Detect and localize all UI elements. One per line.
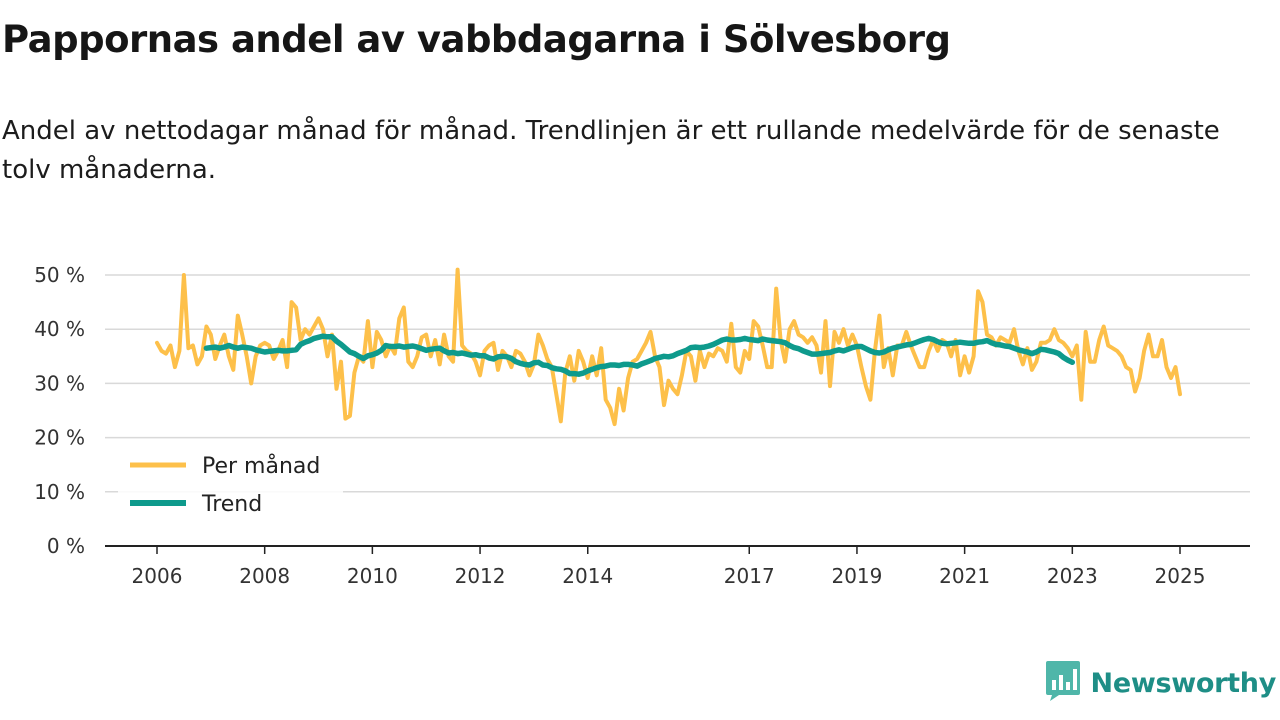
x-tick-label-2019: 2019 [831,564,882,588]
y-tick-label-30: 30 % [34,371,85,395]
x-tick-label-2017: 2017 [724,564,775,588]
brand-name: Newsworthy [1090,667,1277,699]
x-tick-label-2025: 2025 [1155,564,1206,588]
y-tick-label-0: 0 % [47,534,85,558]
gridlines [105,274,1250,493]
series-line-trend [203,333,1076,377]
legend-label-monthly: Per månad [202,453,320,479]
x-axis: 2006 2008 2010 2012 2014 2017 2019 2021 2023 2025 [105,545,1250,588]
x-tick-label-2006: 2006 [132,564,183,588]
x-tick-label-2021: 2021 [939,564,990,588]
chart-title: Pappornas andel av vabbdagarna i Sölvesb… [2,18,951,61]
y-tick-label-20: 20 % [34,426,85,450]
x-tick-label-2010: 2010 [347,564,398,588]
y-tick-label-10: 10 % [34,480,85,504]
series-line-per-manad [155,267,1182,427]
x-tick-label-2014: 2014 [562,564,613,588]
legend: Per månad Trend [118,448,343,526]
x-tick-label-2012: 2012 [455,564,506,588]
newsworthy-logo-icon [1045,660,1081,706]
brand-footer: Newsworthy [1045,660,1276,706]
legend-background [118,448,343,526]
chart-subtitle: Andel av nettodagar månad för månad. Tre… [2,116,1220,185]
y-tick-label-50: 50 % [34,263,85,287]
x-tick-label-2008: 2008 [239,564,290,588]
y-axis-ticks: 0 % 10 % 20 % 30 % 40 % 50 % [34,263,85,558]
legend-label-trend: Trend [201,492,262,517]
x-tick-label-2023: 2023 [1047,564,1098,588]
data-series [155,267,1182,427]
y-tick-label-40: 40 % [34,317,85,341]
